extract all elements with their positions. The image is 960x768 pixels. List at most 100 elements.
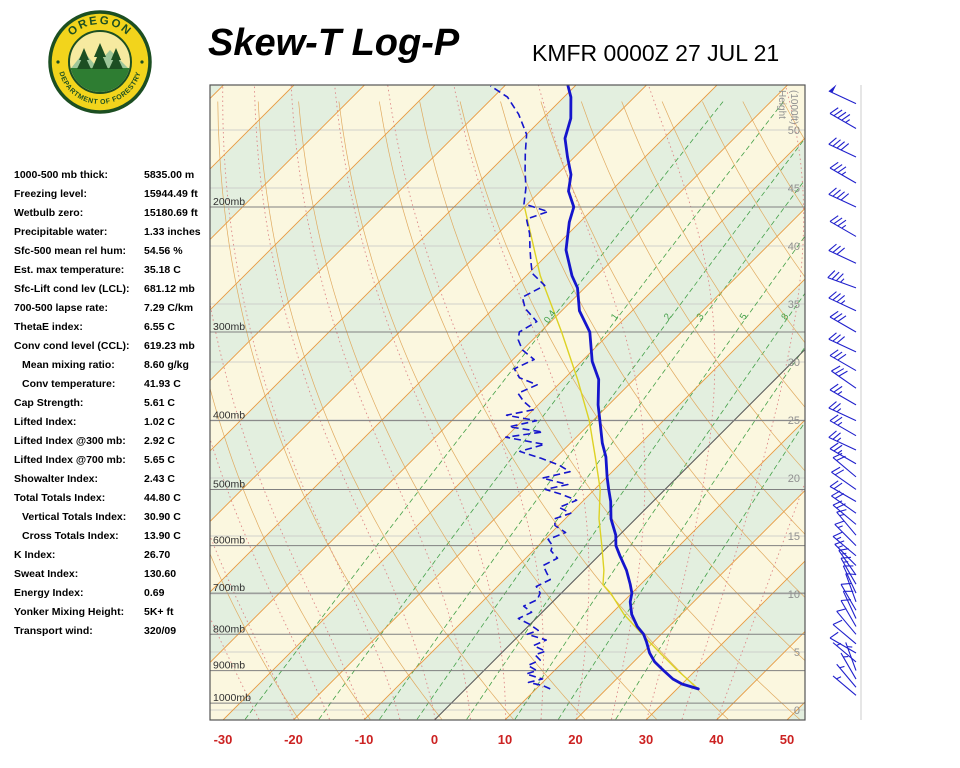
- wind-barb: [829, 480, 857, 503]
- index-row: Sweat Index: 130.60: [14, 565, 219, 584]
- wind-barb: [845, 642, 857, 671]
- index-row: Precipitable water: 1.33 inches: [14, 223, 219, 242]
- wind-barb: [828, 401, 857, 422]
- svg-text:40: 40: [788, 241, 800, 253]
- index-row: 700-500 lapse rate: 7.29 C/km: [14, 299, 219, 318]
- svg-text:40: 40: [709, 732, 723, 747]
- isotherm: [645, 560, 805, 720]
- isotherm: [786, 701, 805, 720]
- index-value: 13.90 C: [144, 530, 181, 542]
- plot-border: [209, 84, 806, 721]
- index-row: Lifted Index @700 mb: 5.65 C: [14, 451, 219, 470]
- wind-barb: [828, 291, 857, 312]
- svg-text:8: 8: [779, 312, 791, 323]
- height-axis-title: (1000ft): [788, 90, 799, 124]
- index-row: Energy Index: 0.69: [14, 584, 219, 603]
- index-value: 619.23 mb: [144, 340, 195, 352]
- isotherm: [858, 85, 960, 720]
- index-label: Cap Strength:: [14, 397, 84, 409]
- index-value: 41.93 C: [144, 378, 181, 390]
- svg-text:1: 1: [609, 312, 621, 323]
- indices-panel: 1000-500 mb thick: 5835.00 m Freezing leve…: [14, 166, 219, 641]
- index-label: Conv temperature:: [22, 378, 116, 390]
- svg-text:700mb: 700mb: [213, 582, 245, 594]
- dry-adiabat: [904, 102, 960, 720]
- wind-barb: [828, 187, 857, 208]
- index-label: Total Totals Index:: [14, 492, 106, 504]
- index-value: 5.61 C: [144, 397, 175, 409]
- isotherm: [222, 137, 805, 720]
- wind-barb: [840, 652, 857, 680]
- pressure-axis-labels: 200mb 300mb 400mb 500mb 600mb 700mb 800mb 900mb…: [213, 196, 251, 704]
- index-value: 35.18 C: [144, 264, 181, 276]
- dry-adiabat: [459, 101, 805, 662]
- logo-separator-dot: [56, 60, 60, 64]
- index-row: Cross Totals Index: 13.90 C: [14, 527, 219, 546]
- index-value: 5.65 C: [144, 454, 175, 466]
- wind-barb: [829, 414, 857, 437]
- background-band: [210, 85, 805, 720]
- wind-barb: [834, 520, 857, 547]
- svg-text:30: 30: [639, 732, 653, 747]
- index-value: 0.69: [144, 587, 165, 599]
- dry-adiabat: [338, 101, 657, 720]
- index-label: Cross Totals Index:: [22, 530, 119, 542]
- wind-barb: [828, 84, 857, 105]
- index-label: Precipitable water:: [14, 226, 108, 238]
- svg-text:-10: -10: [355, 732, 374, 747]
- svg-text:200mb: 200mb: [213, 196, 245, 208]
- dry-adiabat: [298, 101, 586, 720]
- index-label: Sfc-500 mean rel hum:: [14, 245, 127, 257]
- index-row: Total Totals Index: 44.80 C: [14, 489, 219, 508]
- temperature-trace: [563, 85, 700, 691]
- svg-text:20: 20: [788, 473, 800, 485]
- mixing-ratio-line: [318, 101, 784, 720]
- dry-adiabat: [257, 101, 514, 720]
- wind-barb: [840, 556, 857, 585]
- dry-adiabat: [419, 101, 800, 720]
- dry-adiabat: [540, 101, 805, 535]
- svg-text:15: 15: [788, 531, 800, 543]
- moist-adiabat: [681, 85, 805, 720]
- dry-adiabat: [782, 101, 805, 141]
- moist-adiabat: [334, 85, 507, 720]
- moist-adiabat: [453, 85, 590, 720]
- index-label: Conv cond level (CCL):: [14, 340, 130, 352]
- index-row: Cap Strength: 5.61 C: [14, 394, 219, 413]
- isotherm: [210, 85, 506, 382]
- index-value: 2.43 C: [144, 473, 175, 485]
- mixing-ratio-line: [416, 179, 805, 720]
- index-label: Transport wind:: [14, 625, 93, 637]
- index-row: Showalter Index: 2.43 C: [14, 470, 219, 489]
- height-axis-title: Height: [776, 90, 787, 119]
- index-label: Mean mixing ratio:: [22, 359, 115, 371]
- index-label: ThetaE index:: [14, 321, 83, 333]
- wind-barb: [827, 270, 857, 289]
- wind-barb: [829, 383, 857, 406]
- index-label: Freezing level:: [14, 188, 87, 200]
- mixing-ratio-line: [379, 137, 805, 720]
- svg-text:25: 25: [788, 415, 800, 427]
- dry-adiabat: [378, 101, 729, 720]
- dry-adiabat: [661, 101, 805, 344]
- mixing-ratio-line: [244, 101, 724, 720]
- index-label: 1000-500 mb thick:: [14, 169, 108, 181]
- index-value: 44.80 C: [144, 492, 181, 504]
- dry-adiabat: [580, 101, 805, 472]
- svg-text:35: 35: [788, 299, 800, 311]
- svg-text:900mb: 900mb: [213, 660, 245, 672]
- moist-adiabat: [210, 437, 330, 720]
- wind-barb: [829, 310, 857, 333]
- odf-logo: OREGON DEPARTMENT OF FORESTRY: [48, 10, 152, 114]
- svg-text:30: 30: [788, 357, 800, 369]
- mixing-ratio-line: [558, 346, 805, 720]
- index-label: Est. max temperature:: [14, 264, 125, 276]
- index-row: Est. max temperature: 35.18 C: [14, 261, 219, 280]
- wind-barb: [829, 107, 857, 129]
- index-value: 320/09: [144, 625, 177, 637]
- svg-text:10: 10: [788, 589, 800, 601]
- index-row: Lifted Index @300 mb: 2.92 C: [14, 432, 219, 451]
- svg-text:3: 3: [695, 312, 707, 323]
- svg-text:45: 45: [788, 183, 800, 195]
